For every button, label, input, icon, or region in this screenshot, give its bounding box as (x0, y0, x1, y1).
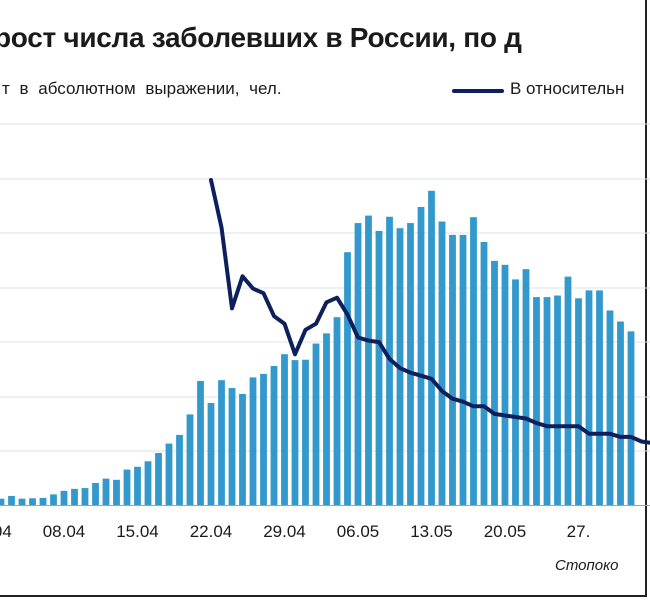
bar-9 (71, 488, 78, 505)
bar-49 (491, 260, 498, 506)
bar-6 (39, 497, 47, 505)
bar-54 (543, 297, 551, 505)
bar-30 (291, 360, 299, 505)
bar-38 (375, 230, 383, 505)
x-tick-label-2: 15.04 (116, 522, 159, 541)
bar-13 (113, 479, 120, 505)
bar-16 (144, 461, 152, 505)
x-tick-label-7: 20.05 (484, 522, 527, 541)
bar-45 (449, 234, 456, 505)
bar-46 (459, 234, 467, 505)
legend-line-marker (452, 89, 504, 93)
line-series (209, 178, 650, 445)
bar-17 (155, 453, 162, 505)
x-tick-label-4: 29.04 (263, 522, 306, 541)
bar-57 (575, 298, 582, 505)
bar-61 (617, 321, 624, 505)
legend: т в абсолютном выражении, чел. В относит… (0, 76, 650, 106)
bar-24 (228, 388, 236, 505)
bar-55 (554, 295, 561, 505)
bar-10 (81, 488, 89, 505)
bar-41 (407, 223, 414, 505)
bar-series (0, 190, 635, 506)
bar-59 (596, 290, 603, 505)
bar-62 (627, 331, 635, 505)
bar-28 (270, 366, 278, 505)
bar-3 (8, 495, 15, 505)
bar-31 (302, 359, 309, 505)
bar-51 (512, 279, 519, 505)
bar-53 (533, 297, 540, 505)
bar-50 (501, 264, 509, 505)
bar-20 (186, 414, 194, 505)
bar-18 (165, 443, 173, 505)
bar-2 (0, 498, 5, 505)
bar-26 (249, 377, 257, 506)
x-tick-label-0: 01.04 (0, 522, 12, 541)
bar-22 (207, 403, 215, 505)
bar-27 (260, 373, 267, 505)
legend-bar-label: т в абсолютном выражении, чел. (2, 79, 282, 98)
x-axis-ticks: 01.04 08.04 15.04 22.04 29.04 06.05 13.05 20.05… (0, 522, 590, 541)
bar-47 (470, 217, 477, 506)
bar-35 (344, 252, 351, 505)
bar-52 (522, 269, 530, 505)
bar-60 (606, 310, 614, 505)
bar-43 (428, 190, 435, 506)
x-tick-label-6: 13.05 (410, 522, 453, 541)
bar-14 (123, 469, 131, 505)
bar-36 (354, 223, 362, 505)
bar-44 (438, 221, 446, 505)
chart-title: рост числа заболевших в России, по д (0, 22, 522, 53)
x-tick-label-1: 08.04 (43, 522, 86, 541)
bar-5 (29, 498, 36, 505)
bar-37 (365, 215, 372, 505)
bar-25 (239, 393, 246, 505)
bar-8 (60, 490, 68, 505)
bar-42 (417, 206, 425, 505)
bar-48 (480, 241, 488, 506)
x-tick-label-8: 27. (567, 522, 591, 541)
bar-11 (92, 482, 99, 505)
bar-23 (218, 380, 225, 505)
bar-12 (102, 478, 110, 505)
bar-58 (585, 290, 593, 505)
bar-32 (312, 343, 320, 505)
source-note: Стопоко (555, 557, 619, 574)
bar-4 (18, 498, 26, 505)
bar-34 (333, 317, 341, 505)
bar-15 (134, 466, 141, 505)
bar-29 (281, 354, 288, 505)
x-tick-label-5: 06.05 (337, 522, 380, 541)
bar-21 (197, 380, 204, 505)
bar-7 (50, 494, 57, 505)
bar-19 (176, 434, 183, 505)
bar-33 (323, 333, 330, 505)
x-tick-label-3: 22.04 (190, 522, 233, 541)
bar-56 (564, 276, 572, 506)
legend-line-label: В относительн (510, 79, 625, 98)
